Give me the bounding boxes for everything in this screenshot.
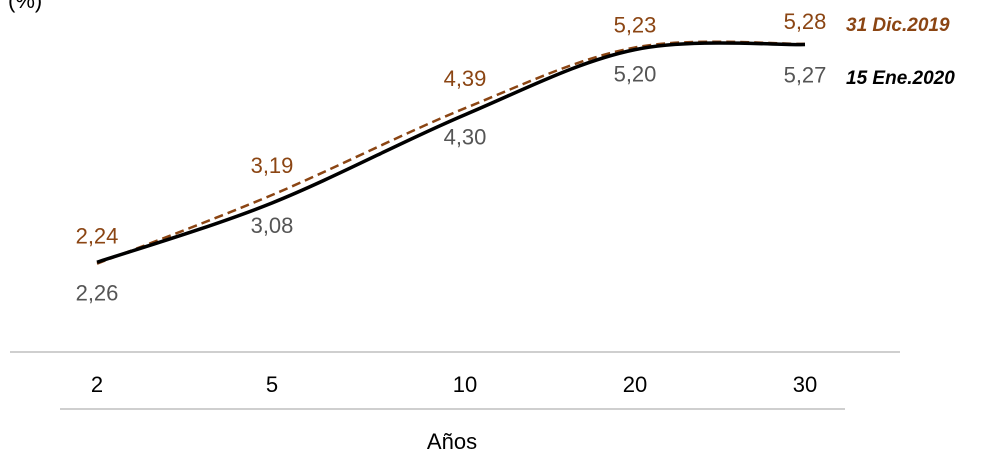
data-label-dec-2019-5: 3,19 xyxy=(251,153,294,178)
legend-dec-2019: 31 Dic.2019 xyxy=(846,15,950,36)
data-label-jan-2020-30: 5,27 xyxy=(784,63,827,88)
x-tick-10: 10 xyxy=(453,372,477,397)
data-label-dec-2019-30: 5,28 xyxy=(784,9,827,34)
legend-jan-2020: 15 Ene.2020 xyxy=(846,68,955,89)
data-label-dec-2019-10: 4,39 xyxy=(444,66,487,91)
y-axis-label: (%) xyxy=(8,0,42,13)
x-tick-30: 30 xyxy=(793,372,817,397)
data-label-dec-2019-20: 5,23 xyxy=(614,12,657,37)
data-label-dec-2019-2: 2,24 xyxy=(76,224,119,249)
x-axis-label: Años xyxy=(427,429,477,452)
data-label-jan-2020-2: 2,26 xyxy=(76,280,119,305)
x-tick-20: 20 xyxy=(623,372,647,397)
x-tick-labels: 2 5 10 20 30 xyxy=(91,372,817,397)
data-label-jan-2020-5: 3,08 xyxy=(251,213,294,238)
data-label-jan-2020-10: 4,30 xyxy=(444,125,487,150)
x-tick-2: 2 xyxy=(91,372,103,397)
x-tick-5: 5 xyxy=(266,372,278,397)
data-labels-layer: 2,24 3,19 4,39 5,23 5,28 2,26 3,08 4,30 5,20 5,27 xyxy=(76,9,827,305)
data-label-jan-2020-20: 5,20 xyxy=(614,62,657,87)
